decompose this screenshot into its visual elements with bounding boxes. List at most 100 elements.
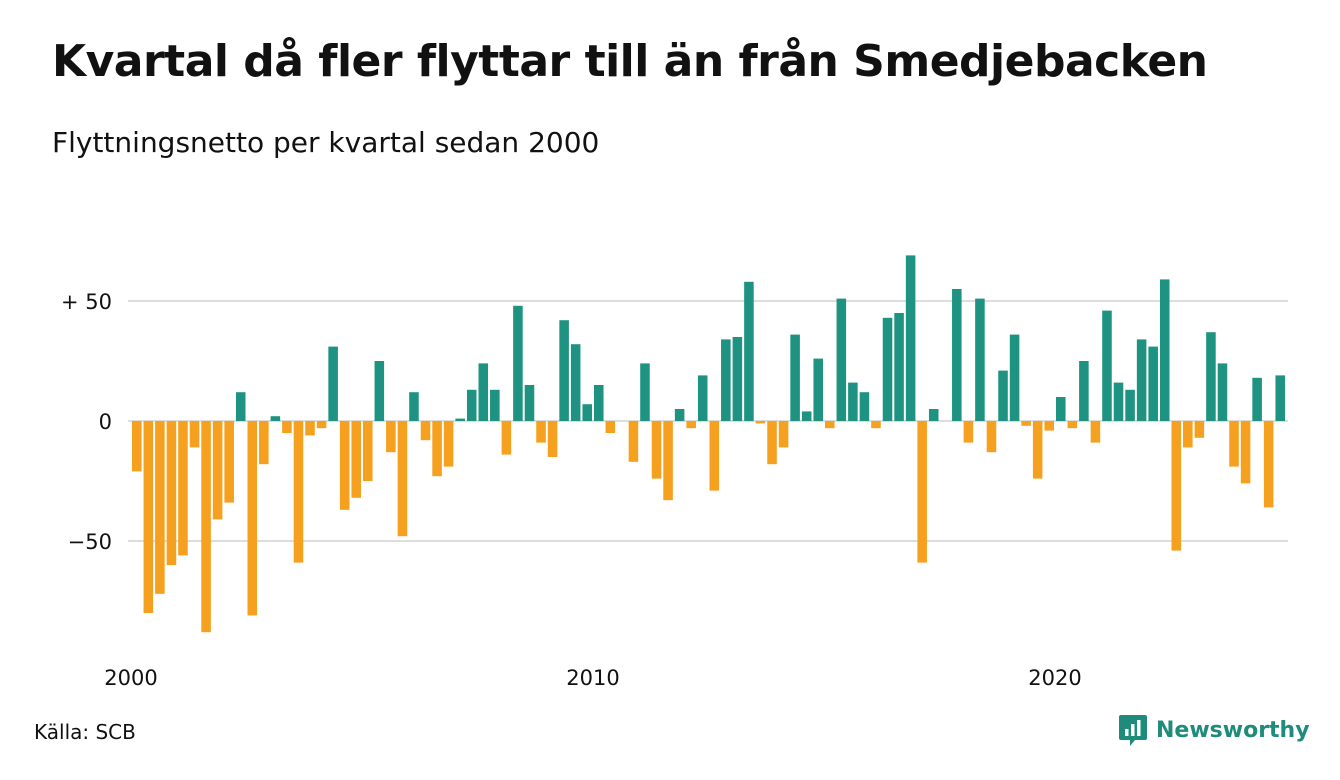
bar: [420, 421, 431, 441]
bar: [928, 409, 939, 421]
bar: [339, 421, 350, 510]
bar: [397, 421, 408, 537]
bar: [409, 392, 419, 421]
bar: [778, 421, 789, 448]
bar: [570, 344, 581, 421]
bar: [443, 421, 454, 467]
y-tick-label: + 50: [61, 290, 112, 314]
bar: [732, 337, 743, 421]
bar: [490, 389, 500, 421]
chart-subtitle: Flyttningsnetto per kvartal sedan 2000: [52, 126, 600, 159]
bar: [189, 421, 200, 448]
bar: [1229, 421, 1239, 467]
bar: [363, 421, 373, 481]
bar: [282, 421, 292, 433]
bar: [386, 421, 396, 453]
bar: [894, 313, 904, 421]
bar: [166, 421, 177, 565]
bar: [1194, 421, 1205, 438]
bar: [1217, 363, 1228, 421]
bar: [1079, 361, 1089, 421]
bar: [952, 289, 962, 421]
bar: [1113, 382, 1124, 421]
brand-logo: Newsworthy: [1118, 713, 1310, 747]
bar: [432, 421, 442, 477]
bar: [1067, 421, 1078, 429]
bar: [547, 421, 558, 457]
bar: [224, 421, 234, 503]
bar: [1252, 377, 1262, 421]
bar: [178, 421, 188, 556]
bar: [270, 416, 281, 421]
bar: [663, 421, 673, 501]
newsworthy-logo-icon: [1119, 715, 1147, 746]
bar: [697, 375, 708, 421]
bar: [848, 382, 858, 421]
bar: [917, 421, 927, 563]
bar: [1021, 421, 1031, 426]
bar: [455, 418, 465, 421]
bar: [1009, 334, 1020, 421]
bar: [1044, 421, 1054, 431]
bar: [1102, 310, 1112, 421]
y-tick-label: −50: [68, 530, 112, 554]
x-tick-label: 2010: [566, 666, 619, 690]
bar: [859, 392, 870, 421]
bar: [1148, 346, 1158, 421]
bar: [744, 281, 754, 421]
bar: [1032, 421, 1043, 479]
bar: [594, 385, 604, 421]
bar: [825, 421, 835, 429]
bar: [536, 421, 546, 443]
source-note: Källa: SCB: [34, 720, 136, 744]
bar: [328, 346, 338, 421]
bar: [674, 409, 685, 421]
bar: [836, 298, 847, 421]
bar: [767, 421, 777, 465]
bar: [1125, 389, 1135, 421]
bar: [293, 421, 304, 563]
bar: [813, 358, 823, 421]
bar: [155, 421, 165, 594]
bar: [986, 421, 997, 453]
bar: [709, 421, 720, 491]
bar: [1159, 279, 1170, 421]
bar: [1263, 421, 1274, 508]
bar: [1240, 421, 1251, 484]
bar: [755, 421, 766, 424]
bar: [374, 361, 385, 421]
bar: [305, 421, 315, 436]
bar: [143, 421, 154, 613]
x-tick-label: 2020: [1028, 666, 1081, 690]
bar: [259, 421, 269, 465]
bar: [628, 421, 639, 462]
bar: [871, 421, 881, 429]
bar: [882, 317, 893, 421]
bar: [1171, 421, 1182, 551]
bar: [905, 255, 916, 421]
chart-title: Kvartal då fler flyttar till än från Sme…: [52, 36, 1208, 87]
bar: [582, 404, 592, 421]
bar: [201, 421, 211, 633]
y-tick-label: 0: [99, 410, 112, 434]
bar: [235, 392, 246, 421]
bar: [1183, 421, 1193, 448]
bar: [975, 298, 985, 421]
bar: [1275, 375, 1285, 421]
bar: [559, 320, 569, 421]
bar: [247, 421, 258, 616]
bar: [651, 421, 662, 479]
bar: [1206, 332, 1216, 421]
bar: [478, 363, 489, 421]
bar: [963, 421, 974, 443]
bar: [1056, 397, 1066, 421]
bar: [524, 385, 535, 421]
bar: [1090, 421, 1101, 443]
bar: [790, 334, 800, 421]
bar: [513, 305, 523, 421]
bar: [801, 411, 812, 421]
bar: [212, 421, 223, 520]
bar: [605, 421, 616, 433]
bar: [132, 421, 142, 472]
